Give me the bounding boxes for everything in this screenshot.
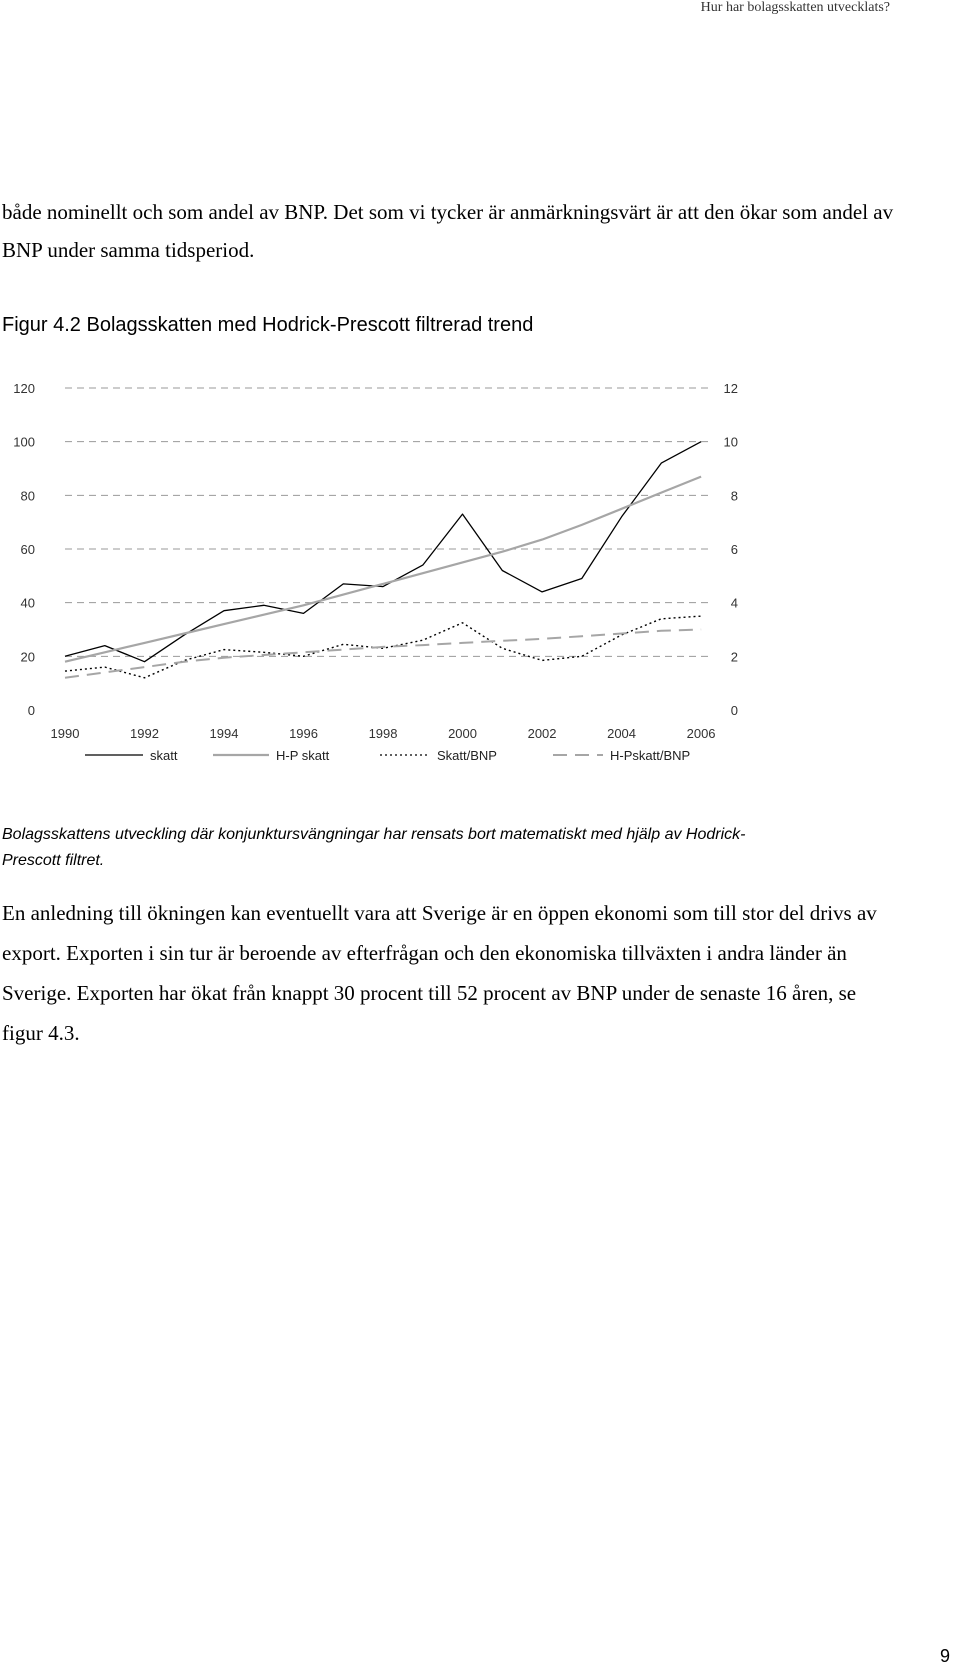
y-tick-left-20: 20 — [21, 649, 35, 664]
y-tick-right-8: 8 — [731, 488, 738, 503]
x-tick-1996: 1996 — [289, 726, 318, 741]
chart-container: 020406080100120024681012Miljarder kronor… — [0, 370, 960, 820]
y-tick-left-60: 60 — [21, 542, 35, 557]
y-tick-left-100: 100 — [13, 435, 35, 450]
legend-label-1: H-P skatt — [276, 748, 330, 763]
x-tick-2002: 2002 — [528, 726, 557, 741]
grid-layer — [65, 387, 713, 657]
y-tick-right-0: 0 — [731, 703, 738, 718]
y-tick-right-12: 12 — [724, 381, 738, 396]
x-tick-2000: 2000 — [448, 726, 477, 741]
text-layer: 020406080100120024681012Miljarder kronor… — [13, 381, 738, 741]
y-tick-right-10: 10 — [724, 435, 738, 450]
series-line-h-pskatt-bnp — [64, 628, 702, 679]
legend-label-3: H-Pskatt/BNP — [610, 748, 690, 763]
x-tick-1990: 1990 — [51, 726, 80, 741]
y-tick-right-4: 4 — [731, 596, 738, 611]
page-number: 9 — [939, 1646, 950, 1666]
figure-title: Figur 4.2 Bolagsskatten med Hodrick-Pres… — [2, 314, 534, 336]
paragraph-bottom: En anledning till ökningen kan eventuell… — [2, 901, 877, 1045]
x-tick-2006: 2006 — [687, 726, 716, 741]
series-layer — [64, 441, 702, 679]
y-tick-left-0: 0 — [28, 703, 35, 718]
y-tick-right-2: 2 — [731, 649, 738, 664]
y-tick-left-120: 120 — [13, 381, 35, 396]
running-head: Hur har bolagsskatten utvecklats? — [700, 0, 890, 15]
x-tick-2004: 2004 — [607, 726, 636, 741]
y-tick-left-40: 40 — [21, 596, 35, 611]
x-tick-1998: 1998 — [369, 726, 398, 741]
legend-label-0: skatt — [150, 748, 178, 763]
x-tick-1994: 1994 — [210, 726, 239, 741]
legend-label-2: Skatt/BNP — [437, 748, 497, 763]
figure-caption: Bolagsskattens utveckling där konjunktur… — [2, 826, 746, 869]
legend-layer: skatt H-P skatt Skatt/BNP H-Pskatt/BNP — [85, 748, 690, 763]
y-tick-right-6: 6 — [731, 542, 738, 557]
series-line-skatt — [64, 441, 702, 663]
series-line-skatt-bnp — [64, 615, 702, 679]
paragraph-top: både nominellt och som andel av BNP. Det… — [2, 200, 894, 262]
y-tick-left-80: 80 — [21, 488, 35, 503]
line-chart: 020406080100120024681012Miljarder kronor… — [13, 381, 738, 763]
series-line-h-p-skatt — [64, 475, 702, 663]
x-tick-1992: 1992 — [130, 726, 159, 741]
